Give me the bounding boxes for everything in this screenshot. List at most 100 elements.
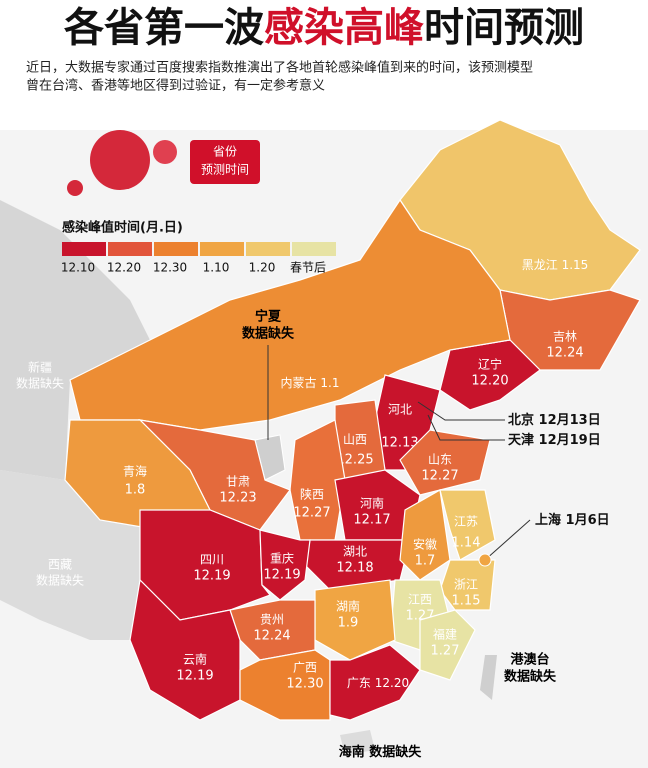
province-label: 12.27: [421, 469, 458, 484]
province: 山东 12.27: [399, 429, 491, 496]
header-bg: [0, 0, 648, 130]
legend-swatch: [200, 242, 244, 256]
legend-label: 12.10: [61, 261, 95, 275]
label: 海南: [339, 744, 365, 760]
xinjiang-area: [0, 200, 150, 480]
province-label: 浙江: [454, 578, 478, 592]
missing-label: 数据缺失: [504, 669, 557, 685]
label: 12.20: [375, 676, 409, 690]
missing-label: 新疆: [28, 360, 52, 375]
province-label: 12.19: [176, 669, 213, 684]
label: 上海: [535, 512, 561, 528]
province-label: 1.8: [125, 483, 146, 498]
legend-swatch: [62, 242, 106, 256]
label: 1.15: [562, 258, 589, 272]
province-label: 广东 12.20: [347, 676, 409, 690]
province-label: 山西: [343, 433, 367, 447]
province: 安徽 1.7: [399, 489, 451, 581]
missing-label: 数据缺失: [242, 326, 295, 342]
province-label: 辽宁: [478, 357, 502, 372]
province-label: 1.14: [452, 536, 481, 551]
province-label: 云南: [183, 652, 207, 667]
province-label: 江苏: [454, 515, 478, 529]
province-label: 12.25: [336, 453, 373, 468]
badge-text: 预测时间: [201, 163, 249, 177]
legend-title: 感染峰值时间(月.日): [62, 220, 183, 236]
label: 感染高峰: [264, 5, 424, 51]
province-label: 湖北: [343, 544, 367, 559]
province: 湖北 12.18: [304, 539, 411, 591]
missing-label: 宁夏: [255, 309, 282, 325]
shanghai-dot: [478, 553, 492, 567]
legend-swatch: [154, 242, 198, 256]
province-label: 河南: [360, 496, 384, 511]
label: 数据缺失: [369, 744, 422, 760]
legend-swatch: [246, 242, 290, 256]
province-label: 内蒙古 1.1: [281, 375, 340, 390]
province: 河南 12.17: [334, 469, 421, 541]
label: 1.1: [320, 376, 339, 390]
province-label: 1.27: [431, 644, 460, 659]
subtitle: 近日，大数据专家通过百度搜索指数推演出了各地首轮感染峰值到来的时间，该预测模型: [26, 60, 533, 76]
province-label: 12.27: [293, 506, 330, 521]
legend-label: 12.30: [153, 261, 187, 275]
province-label: 山东: [428, 453, 452, 467]
province: 甘肃 12.23: [138, 419, 291, 531]
label: 各省第一波: [64, 5, 264, 51]
label: 时间预测: [424, 5, 584, 51]
province-label: 黑龙江 1.15: [522, 258, 589, 272]
callout: 天津 12月19日: [508, 432, 601, 448]
label: 广东: [347, 676, 371, 690]
province-label: 福建: [433, 627, 457, 642]
missing-label: 数据缺失: [16, 376, 64, 391]
missing-label: 数据缺失: [36, 573, 84, 588]
legend-label: 12.20: [107, 261, 141, 275]
province-label: 湖南: [336, 599, 360, 614]
legend-label: 1.20: [249, 261, 276, 275]
province-label: 广西: [293, 661, 317, 675]
province-label: 12.18: [336, 561, 373, 576]
province: 江苏 1.14: [439, 489, 496, 561]
label: 北京: [508, 412, 534, 428]
province-label: 1.7: [415, 554, 436, 569]
province-label: 1.15: [452, 594, 481, 609]
callout: 上海 1月6日: [535, 512, 610, 528]
province: 重庆 12.19: [259, 529, 311, 601]
label: 天津: [508, 432, 534, 448]
callout: 北京 12月13日: [508, 412, 601, 428]
label: 12月19日: [539, 433, 601, 448]
label: 1月6日: [566, 513, 610, 528]
province-label: 河北: [388, 403, 412, 417]
province-label: 12.19: [193, 569, 230, 584]
province-label: 12.13: [381, 436, 418, 451]
taiwan: [480, 655, 497, 700]
province-label: 12.19: [263, 568, 300, 583]
province-label: 陕西: [300, 487, 324, 502]
province-label: 吉林: [553, 330, 577, 344]
province-label: 12.23: [219, 491, 256, 506]
legend-label: 1.10: [203, 261, 230, 275]
province-shape: [399, 489, 451, 581]
missing-label: 港澳台: [510, 652, 549, 668]
province-label: 12.30: [286, 677, 323, 692]
province-label: 安徽: [413, 537, 437, 552]
province: 浙江 1.15: [439, 559, 496, 611]
province-label: 12.20: [471, 374, 508, 389]
province-label: 12.24: [253, 629, 290, 644]
province-label: 12.24: [546, 346, 583, 361]
province-label: 江西: [408, 593, 432, 607]
tibet-area: [0, 470, 140, 640]
province-label: 四川: [200, 553, 224, 567]
missing-label: 西藏: [48, 558, 72, 572]
province-shape: [399, 429, 491, 496]
subtitle: 曾在台湾、香港等地区得到过验证，有一定参考意义: [26, 78, 325, 94]
province-shape: [419, 609, 476, 681]
province-label: 1.9: [338, 616, 359, 631]
badge: [190, 140, 260, 184]
province-shape: [259, 529, 311, 601]
province-label: 重庆: [270, 552, 294, 566]
provinces: 黑龙江 1.15 吉林 12.24 辽宁 12.20 内蒙古 1.1 河北 12.13…: [64, 119, 641, 721]
province-label: 12.17: [353, 513, 390, 528]
legend-label: 春节后: [290, 261, 326, 275]
missing-label: 海南 数据缺失: [339, 744, 423, 760]
